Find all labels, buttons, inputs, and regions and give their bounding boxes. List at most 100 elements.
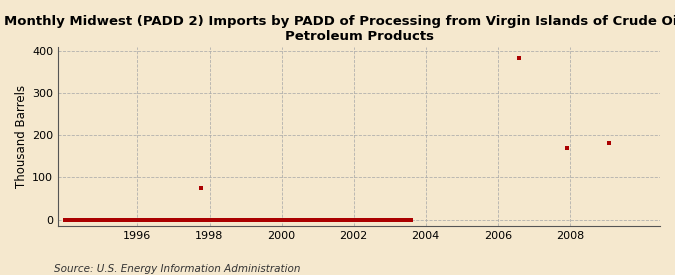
Point — [342, 217, 353, 222]
Point — [366, 217, 377, 222]
Point — [351, 217, 362, 222]
Point — [327, 217, 338, 222]
Point — [63, 217, 74, 222]
Point — [369, 217, 380, 222]
Point — [99, 217, 110, 222]
Point — [210, 217, 221, 222]
Point — [372, 217, 383, 222]
Point — [153, 217, 164, 222]
Point — [399, 217, 410, 222]
Point — [231, 217, 242, 222]
Point — [222, 217, 233, 222]
Point — [258, 217, 269, 222]
Point — [514, 56, 524, 60]
Point — [294, 217, 305, 222]
Point — [339, 217, 350, 222]
Point — [276, 217, 287, 222]
Point — [207, 217, 218, 222]
Point — [309, 217, 320, 222]
Point — [297, 217, 308, 222]
Title: Monthly Midwest (PADD 2) Imports by PADD of Processing from Virgin Islands of Cr: Monthly Midwest (PADD 2) Imports by PADD… — [4, 15, 675, 43]
Point — [144, 217, 155, 222]
Point — [312, 217, 323, 222]
Point — [186, 217, 197, 222]
Point — [219, 217, 230, 222]
Point — [381, 217, 392, 222]
Point — [333, 217, 344, 222]
Point — [243, 217, 254, 222]
Point — [315, 217, 326, 222]
Point — [156, 217, 167, 222]
Point — [183, 217, 194, 222]
Point — [261, 217, 272, 222]
Point — [75, 217, 86, 222]
Point — [213, 217, 224, 222]
Point — [138, 217, 148, 222]
Point — [174, 217, 185, 222]
Point — [306, 217, 317, 222]
Point — [255, 217, 266, 222]
Point — [303, 217, 314, 222]
Point — [252, 217, 263, 222]
Point — [201, 217, 212, 222]
Point — [162, 217, 173, 222]
Point — [159, 217, 170, 222]
Point — [270, 217, 281, 222]
Point — [132, 217, 143, 222]
Point — [72, 217, 83, 222]
Point — [204, 217, 215, 222]
Point — [135, 217, 146, 222]
Point — [378, 217, 389, 222]
Point — [360, 217, 371, 222]
Point — [237, 217, 248, 222]
Point — [84, 217, 95, 222]
Point — [390, 217, 401, 222]
Point — [69, 217, 80, 222]
Point — [330, 217, 341, 222]
Point — [120, 217, 131, 222]
Point — [123, 217, 134, 222]
Point — [171, 217, 182, 222]
Point — [291, 217, 302, 222]
Point — [249, 217, 260, 222]
Point — [405, 217, 416, 222]
Y-axis label: Thousand Barrels: Thousand Barrels — [15, 85, 28, 188]
Point — [102, 217, 113, 222]
Point — [87, 217, 98, 222]
Point — [363, 217, 374, 222]
Point — [111, 217, 122, 222]
Point — [78, 217, 89, 222]
Point — [126, 217, 137, 222]
Point — [324, 217, 335, 222]
Point — [345, 217, 356, 222]
Point — [198, 217, 209, 222]
Point — [129, 217, 140, 222]
Point — [195, 186, 206, 190]
Point — [336, 217, 347, 222]
Point — [285, 217, 296, 222]
Point — [192, 217, 203, 222]
Point — [141, 217, 152, 222]
Text: Source: U.S. Energy Information Administration: Source: U.S. Energy Information Administ… — [54, 264, 300, 274]
Point — [177, 217, 188, 222]
Point — [300, 217, 311, 222]
Point — [264, 217, 275, 222]
Point — [96, 217, 107, 222]
Point — [108, 217, 119, 222]
Point — [279, 217, 290, 222]
Point — [357, 217, 368, 222]
Point — [117, 217, 128, 222]
Point — [240, 217, 251, 222]
Point — [375, 217, 386, 222]
Point — [288, 217, 299, 222]
Point — [90, 217, 101, 222]
Point — [267, 217, 278, 222]
Point — [168, 217, 179, 222]
Point — [393, 217, 404, 222]
Point — [354, 217, 365, 222]
Point — [105, 217, 116, 222]
Point — [246, 217, 257, 222]
Point — [165, 217, 176, 222]
Point — [195, 217, 206, 222]
Point — [387, 217, 398, 222]
